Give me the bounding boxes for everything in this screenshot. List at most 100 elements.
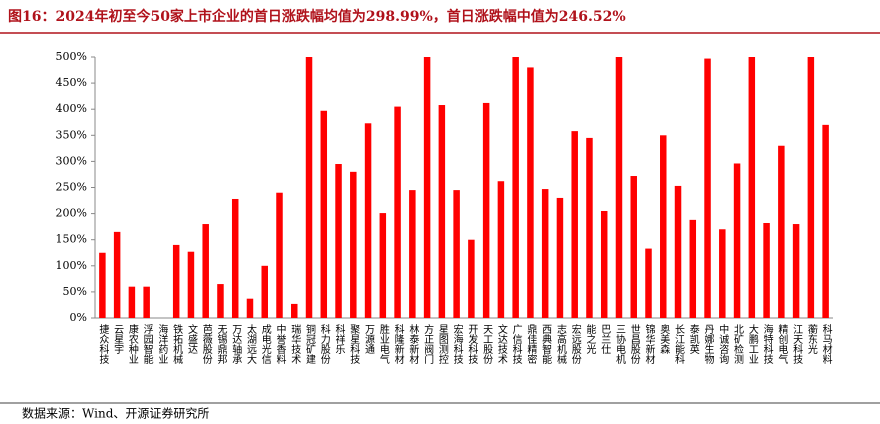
bar	[99, 252, 106, 318]
bar	[143, 286, 150, 318]
bar	[423, 57, 431, 318]
x-tick-label: 鼎佳精密	[525, 324, 537, 365]
x-tick-label: 开发科技	[466, 324, 478, 365]
x-tick-label: 蘅东光	[805, 324, 817, 355]
x-tick-label: 奥美森	[658, 323, 670, 355]
bar	[261, 265, 268, 318]
bar	[394, 106, 401, 318]
x-tick-label: 芭薇股份	[200, 323, 212, 365]
bar	[468, 239, 475, 318]
x-tick-label: 康农种业	[126, 323, 138, 364]
bar	[571, 131, 578, 318]
bar	[645, 248, 652, 318]
bar	[172, 244, 180, 318]
x-tick-label: 泰凯英	[687, 323, 699, 355]
x-tick-label: 瑞华技术	[289, 324, 301, 365]
y-tick-label: 50%	[63, 285, 87, 298]
chart-title: 图16：2024年初至今50家上市企业的首日涨跌幅均值为298.99%，首日涨跌…	[8, 8, 626, 25]
bar	[453, 190, 460, 318]
x-tick-label: 中誉香料	[274, 323, 286, 365]
bar	[231, 198, 239, 318]
x-tick-label: 胜业电气	[377, 324, 389, 364]
bar	[733, 163, 741, 318]
x-tick-label: 方正阀门	[422, 323, 434, 365]
bar	[586, 137, 593, 318]
x-tick-label: 科祥乐	[333, 323, 345, 354]
x-tick-label: 广信科技	[510, 324, 522, 365]
x-tick-label: 科力股份	[318, 323, 330, 365]
x-tick-label: 成电光信	[259, 324, 271, 365]
bar	[113, 231, 121, 318]
x-tick-label: 捷众科技	[97, 323, 109, 365]
x-tick-label: 大鹏工业	[746, 323, 758, 364]
bar	[409, 190, 416, 318]
x-tick-label: 长江能科	[673, 324, 685, 365]
x-tick-label: 能之光	[584, 323, 596, 355]
bar	[822, 124, 829, 318]
x-tick-label: 北矿检测	[732, 324, 744, 365]
bar	[335, 164, 342, 318]
x-tick-label: 林泰新材	[407, 323, 419, 364]
bar	[615, 57, 623, 318]
x-tick-label: 星图测控	[436, 324, 448, 365]
x-tick-label: 科隆新材	[392, 323, 404, 364]
bar	[541, 189, 549, 318]
x-tick-label: 海特科技	[761, 323, 773, 365]
x-tick-label: 西典智能	[540, 324, 552, 365]
bar	[128, 286, 136, 318]
bar	[364, 123, 372, 318]
bar	[778, 145, 785, 318]
x-tick-label: 文盛达	[185, 323, 197, 354]
x-tick-label: 宏海科技	[451, 323, 463, 365]
bar	[763, 222, 770, 318]
x-tick-label: 志高机械	[554, 323, 566, 365]
bar	[792, 224, 800, 318]
y-tick-label: 150%	[56, 233, 87, 246]
bar	[276, 192, 283, 318]
y-tick-label: 0%	[70, 311, 87, 324]
x-tick-label: 科马材料	[820, 323, 832, 365]
bar	[291, 303, 298, 318]
x-tick-label: 海洋药业	[156, 323, 168, 364]
y-tick-label: 100%	[56, 259, 87, 272]
x-tick-label: 云星宇	[112, 324, 124, 354]
x-tick-label: 天工股份	[481, 324, 493, 365]
x-tick-label: 万源通	[363, 324, 375, 354]
x-tick-label: 锦华新材	[643, 323, 655, 364]
bar	[350, 171, 357, 318]
x-tick-label: 铁拓机械	[171, 323, 183, 365]
x-tick-label: 世昌股份	[628, 324, 640, 365]
x-tick-label: 浮园智能	[141, 324, 153, 365]
bar	[556, 197, 564, 318]
y-tick-label: 450%	[56, 76, 87, 89]
x-tick-label: 丹娜生物	[702, 324, 714, 365]
bar	[379, 213, 387, 318]
bar	[660, 135, 667, 318]
bar	[630, 176, 637, 318]
x-tick-label: 精创电气	[776, 323, 788, 364]
x-tick-label: 铜冠矿建	[304, 324, 316, 364]
x-tick-label: 中诚咨询	[717, 323, 729, 365]
bar	[202, 224, 209, 318]
x-tick-label: 聚星科技	[348, 324, 360, 365]
y-tick-label: 400%	[56, 102, 87, 115]
y-tick-label: 350%	[56, 128, 87, 141]
bar	[674, 185, 682, 318]
bar	[305, 57, 313, 318]
bar	[600, 210, 608, 318]
y-tick-label: 250%	[56, 181, 87, 194]
bar	[512, 57, 519, 318]
bar	[187, 251, 195, 318]
bar	[704, 58, 711, 318]
bar	[438, 105, 446, 318]
bar	[807, 57, 815, 318]
x-tick-label: 江天科技	[791, 324, 803, 365]
bar	[217, 284, 224, 318]
y-tick-label: 300%	[56, 154, 87, 167]
bar	[320, 110, 328, 319]
bar	[482, 102, 490, 318]
y-tick-label: 500%	[56, 50, 87, 63]
x-tick-label: 太湖远大	[244, 323, 256, 365]
